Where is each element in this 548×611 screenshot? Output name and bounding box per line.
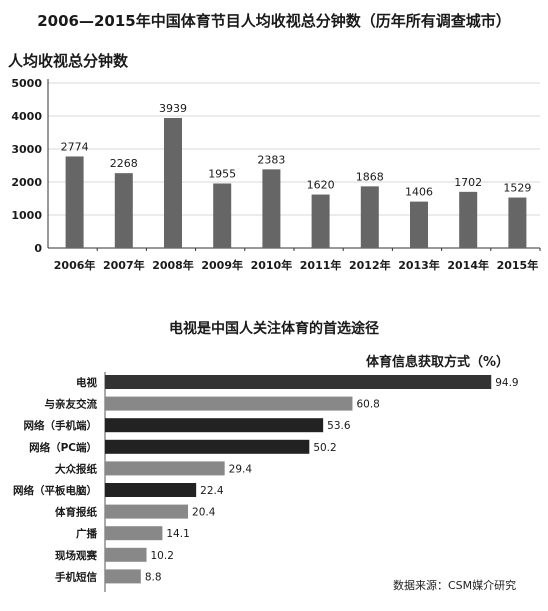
bar	[164, 118, 182, 248]
x-tick-label: 2006年	[54, 258, 96, 272]
bar-value-label: 14.1	[166, 528, 189, 540]
bar-value-label: 3939	[159, 102, 187, 115]
y-tick-label: 3000	[11, 143, 42, 156]
y-tick-label: 4000	[11, 110, 42, 123]
chart1-ylabel: 人均收视总分钟数	[8, 52, 129, 70]
bar	[105, 439, 310, 454]
bar	[105, 461, 225, 476]
y-tick-label: 0	[34, 242, 42, 255]
chart2-title: 电视是中国人关注体育的首选途径	[169, 321, 379, 337]
bar-value-label: 94.9	[495, 377, 518, 389]
category-label: 网络（PC端）	[29, 441, 97, 454]
bar	[114, 173, 133, 248]
bar-value-label: 20.4	[192, 507, 216, 519]
bar-value-label: 60.8	[356, 399, 379, 411]
y-tick-label: 5000	[11, 77, 42, 90]
bar	[213, 183, 232, 248]
y-tick-label: 2000	[11, 176, 42, 189]
bar-value-label: 2383	[257, 153, 285, 166]
chart1-title: 2006—2015年中国体育节目人均收视总分钟数（历年所有调查城市）	[37, 12, 511, 30]
bar-value-label: 1868	[356, 170, 384, 183]
bar-value-label: 2774	[61, 140, 89, 153]
bar-value-label: 10.2	[151, 550, 174, 562]
data-source: 数据来源：CSM媒介研究	[393, 579, 517, 592]
bar	[65, 156, 84, 248]
y-tick-label: 1000	[11, 209, 42, 222]
category-label: 网络（手机端）	[24, 419, 98, 432]
bar	[105, 547, 147, 562]
chart2-legend: 体育信息获取方式（%）	[366, 355, 510, 370]
bar	[508, 197, 527, 248]
bar-value-label: 29.4	[229, 463, 253, 475]
bar	[459, 191, 478, 248]
category-label: 与亲友交流	[45, 398, 98, 411]
bar	[105, 396, 353, 411]
category-label: 广播	[76, 527, 97, 540]
bar	[360, 186, 379, 248]
bar-value-label: 8.8	[145, 571, 162, 583]
bar	[105, 375, 492, 389]
category-label: 手机短信	[55, 570, 97, 583]
bar-value-label: 22.4	[200, 485, 224, 497]
x-tick-label: 2013年	[398, 258, 440, 272]
bar-value-label: 1529	[503, 182, 531, 195]
bar	[311, 194, 330, 248]
category-label: 大众报纸	[55, 462, 97, 475]
x-tick-label: 2010年	[251, 258, 293, 272]
category-label: 电视	[76, 376, 97, 389]
bar-value-label: 1955	[208, 167, 236, 180]
x-tick-label: 2009年	[201, 258, 243, 272]
bar	[105, 483, 197, 497]
category-label: 网络（平板电脑）	[13, 484, 97, 497]
x-tick-label: 2014年	[447, 258, 489, 272]
bar-value-label: 53.6	[327, 420, 351, 432]
x-tick-label: 2007年	[103, 258, 145, 272]
x-tick-label: 2012年	[349, 258, 391, 272]
bar	[105, 418, 324, 433]
bar	[262, 169, 281, 248]
bar-value-label: 1620	[307, 179, 335, 192]
bar	[105, 526, 163, 541]
x-tick-label: 2011年	[300, 258, 342, 272]
x-tick-label: 2015年	[497, 258, 539, 272]
bar-value-label: 50.2	[313, 442, 336, 454]
x-tick-label: 2008年	[152, 258, 194, 272]
category-label: 体育报纸	[55, 506, 97, 519]
category-label: 现场观赛	[55, 549, 97, 562]
yearly-bar-chart: 5000 4000 3000 2000 1000 0 2774 2006年 2268 2007年 3…	[11, 77, 541, 272]
bar-value-label: 1406	[405, 186, 433, 199]
bar	[105, 504, 189, 519]
bar-value-label: 1702	[454, 176, 482, 189]
bar	[105, 569, 141, 584]
bar-value-label: 2268	[110, 157, 138, 170]
bar	[410, 201, 428, 248]
